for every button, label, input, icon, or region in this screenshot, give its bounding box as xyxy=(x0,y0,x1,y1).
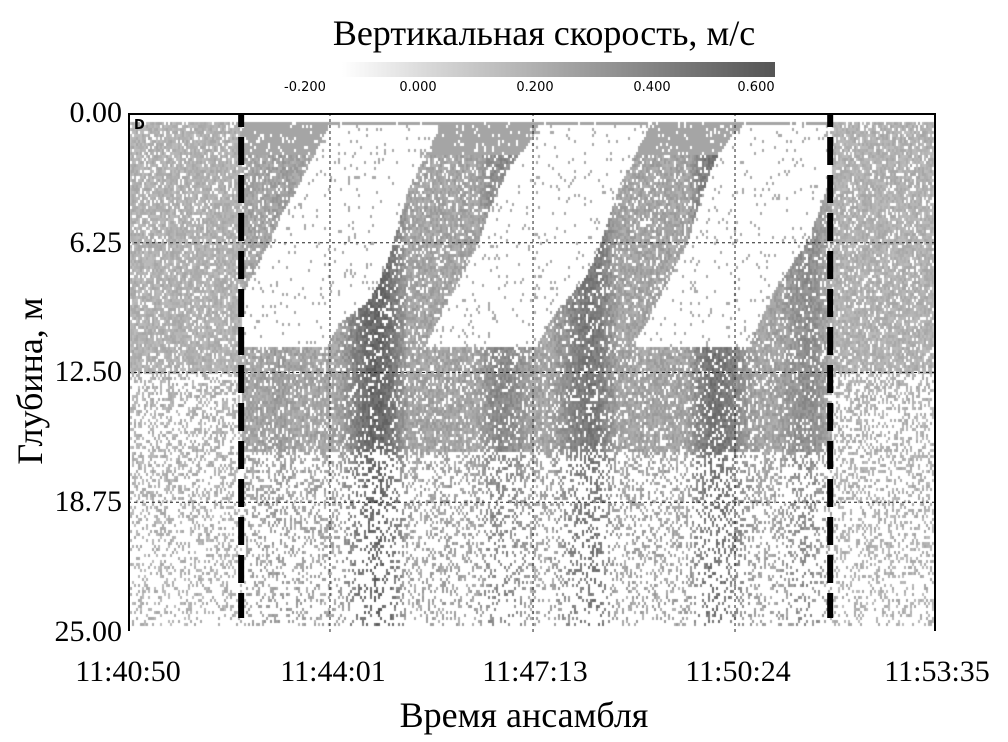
colorbar-tick: 0.600 xyxy=(737,80,775,95)
y-tick-label: 25.00 xyxy=(54,615,123,648)
colorbar-title: Вертикальная скорость, м/с xyxy=(332,13,756,53)
x-axis-label: Время ансамбля xyxy=(399,695,649,735)
panel-label: D xyxy=(134,118,145,133)
plot-frame xyxy=(128,113,936,631)
y-tick-label: 6.25 xyxy=(69,226,123,259)
x-tick-label: 11:53:35 xyxy=(884,655,990,688)
x-tick-label: 11:47:13 xyxy=(482,655,588,688)
colorbar xyxy=(342,62,775,77)
plot-overlay xyxy=(128,113,937,632)
x-tick-label: 11:40:50 xyxy=(75,655,181,688)
x-tick-label: 11:44:01 xyxy=(280,655,386,688)
y-axis-label: Глубина, м xyxy=(10,297,50,465)
y-tick-label: 0.00 xyxy=(69,96,123,129)
colorbar-tick: -0.200 xyxy=(284,80,326,95)
colorbar-tick: 0.400 xyxy=(633,80,671,95)
y-tick-label: 18.75 xyxy=(54,485,123,518)
x-tick-label: 11:50:24 xyxy=(685,655,791,688)
colorbar-tick: 0.000 xyxy=(399,80,437,95)
y-tick-label: 12.50 xyxy=(54,355,123,388)
colorbar-tick: 0.200 xyxy=(516,80,554,95)
